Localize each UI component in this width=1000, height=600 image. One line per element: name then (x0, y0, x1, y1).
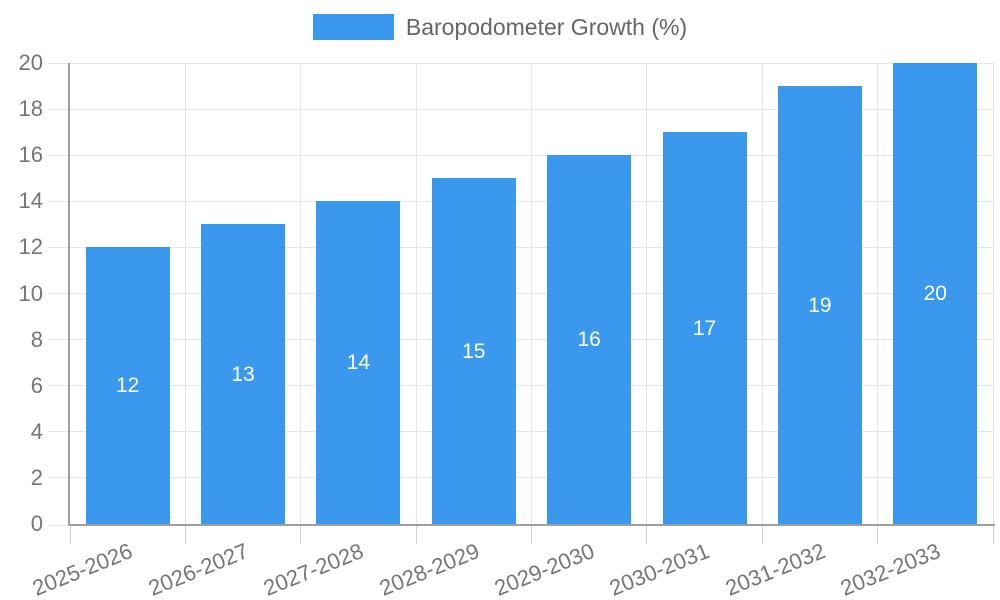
y-axis-line (68, 63, 70, 526)
y-gridline (48, 385, 993, 387)
bar-value-label: 17 (692, 316, 717, 340)
y-tick-label: 4 (30, 418, 43, 444)
y-tick-label: 20 (18, 50, 43, 75)
bar[interactable]: 14 (316, 201, 401, 524)
x-gridline (531, 63, 532, 524)
bar[interactable]: 16 (547, 155, 632, 524)
bar[interactable]: 19 (777, 86, 862, 524)
bar[interactable]: 15 (431, 178, 516, 524)
x-gridline (646, 63, 648, 524)
y-tick-label: 12 (18, 234, 43, 260)
legend-swatch (312, 14, 394, 40)
x-gridline (184, 63, 186, 524)
x-axis-tick (415, 524, 417, 544)
y-tick-label: 6 (30, 372, 43, 398)
x-axis-tick (531, 524, 532, 544)
x-gridline (761, 63, 763, 524)
y-gridline (48, 477, 993, 479)
x-axis-line (68, 524, 995, 526)
x-gridline (992, 63, 994, 524)
bar[interactable]: 12 (85, 247, 170, 524)
x-axis-tick (69, 524, 71, 544)
x-axis-tick (646, 524, 648, 544)
y-tick-label: 14 (18, 188, 43, 214)
y-gridline (48, 339, 993, 341)
x-tick-label: 2028-2029 (375, 538, 483, 600)
y-zero-tick (48, 524, 70, 526)
y-tick-label: 2 (30, 464, 43, 490)
y-tick-label: 0 (30, 511, 43, 536)
x-axis-tick (992, 524, 994, 544)
legend[interactable]: Baropodometer Growth (%) (0, 14, 1000, 40)
bar-value-label: 12 (116, 374, 140, 398)
bar[interactable]: 13 (201, 224, 286, 524)
y-tick-label: 16 (18, 142, 43, 168)
y-gridline (48, 293, 993, 294)
x-axis-tick (300, 524, 302, 544)
x-axis-tick (877, 524, 879, 544)
y-gridline (48, 200, 993, 202)
x-gridline (415, 63, 417, 524)
bar-value-label: 15 (462, 339, 486, 363)
y-gridline (48, 431, 993, 433)
y-tick-label: 8 (30, 326, 43, 352)
x-axis-tick (761, 524, 763, 544)
bar-value-label: 16 (577, 328, 601, 352)
x-tick-label: 2032-2033 (837, 538, 944, 600)
bar-value-label: 20 (923, 282, 947, 305)
bar[interactable]: 20 (893, 63, 978, 524)
x-tick-label: 2031-2032 (721, 538, 829, 600)
bar-value-label: 13 (231, 362, 255, 386)
y-gridline (48, 62, 993, 64)
legend-label: Baropodometer Growth (%) (405, 13, 688, 40)
x-gridline (300, 63, 302, 524)
bar[interactable]: 17 (662, 132, 747, 524)
y-gridline (48, 154, 993, 156)
y-gridline (48, 246, 993, 248)
x-tick-label: 2030-2031 (606, 538, 714, 600)
y-tick-label: 18 (18, 96, 43, 122)
y-tick-label: 10 (18, 280, 43, 306)
plot-area: 12 13 14 15 16 17 19 20 0 2 4 6 8 10 12 14 16 18 20 2025-20… (19, 52, 995, 600)
bar-value-label: 19 (808, 293, 832, 317)
x-tick-label: 2027-2028 (260, 538, 368, 600)
y-gridline (48, 108, 993, 110)
x-gridline (877, 63, 879, 524)
x-tick-label: 2025-2026 (29, 538, 137, 600)
x-axis-tick (184, 524, 186, 544)
bar-value-label: 14 (346, 351, 371, 375)
x-tick-label: 2026-2027 (144, 538, 252, 600)
x-tick-label: 2029-2030 (490, 538, 598, 600)
